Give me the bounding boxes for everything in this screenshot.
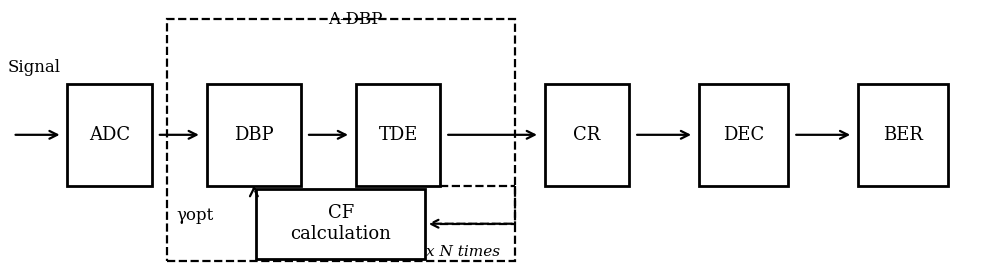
Text: CF
calculation: CF calculation: [290, 204, 391, 243]
Text: TDE: TDE: [378, 126, 418, 144]
Bar: [67, 84, 152, 186]
Text: A-DBP: A-DBP: [329, 11, 383, 28]
Text: Signal: Signal: [8, 59, 61, 76]
Bar: [699, 84, 788, 186]
Bar: [167, 19, 515, 262]
Text: BER: BER: [883, 126, 923, 144]
Text: x N times: x N times: [426, 245, 500, 259]
Bar: [545, 84, 629, 186]
Text: DEC: DEC: [723, 126, 764, 144]
Text: DBP: DBP: [234, 126, 274, 144]
Bar: [256, 189, 425, 259]
Bar: [207, 84, 301, 186]
Text: γopt: γopt: [177, 207, 214, 224]
Text: ADC: ADC: [89, 126, 130, 144]
Text: CR: CR: [573, 126, 601, 144]
Bar: [356, 84, 440, 186]
Bar: [858, 84, 948, 186]
